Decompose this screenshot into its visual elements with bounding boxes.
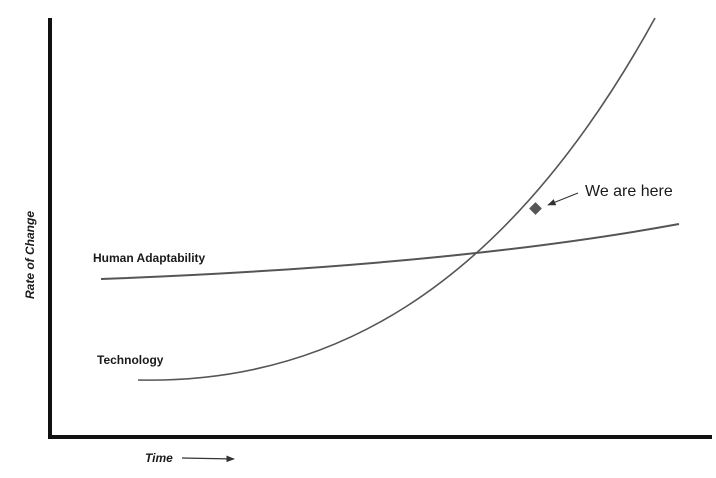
annotation: We are here — [585, 183, 673, 200]
curve-label: Technology — [97, 353, 164, 367]
human-curve — [100, 223, 680, 280]
x-axis-arrow — [181, 455, 235, 463]
annotation-arrow — [547, 192, 579, 206]
marker — [529, 202, 542, 215]
y-axis-label: Rate of Change — [23, 211, 37, 299]
curve-label: Human Adaptability — [93, 251, 206, 265]
technology-curve — [137, 17, 656, 381]
x-axis-label: Time — [145, 451, 173, 465]
